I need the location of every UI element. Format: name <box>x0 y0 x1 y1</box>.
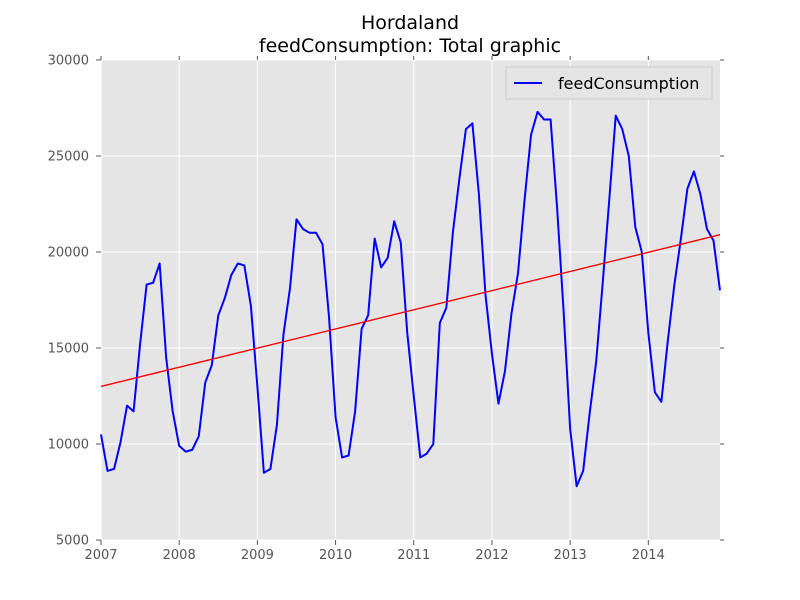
chart-title: Hordaland <box>360 12 460 34</box>
x-tick-label: 2009 <box>241 548 274 563</box>
y-tick-label: 20000 <box>48 246 89 261</box>
x-tick-label: 2007 <box>84 548 117 563</box>
x-tick-label: 2014 <box>632 548 665 563</box>
x-tick-label: 2010 <box>319 548 352 563</box>
x-tick-label: 2012 <box>475 548 508 563</box>
plot-area <box>101 60 720 540</box>
y-tick-label: 30000 <box>48 54 89 69</box>
x-tick-label: 2013 <box>554 548 587 563</box>
y-tick-label: 25000 <box>48 150 89 165</box>
series-line-feedconsumption <box>100 110 721 488</box>
x-tick-label: 2008 <box>163 548 196 563</box>
y-tick-label: 10000 <box>48 438 89 453</box>
y-tick-label: 5000 <box>56 534 89 549</box>
chart-subtitle: feedConsumption: Total graphic <box>258 35 562 57</box>
y-tick-label: 15000 <box>48 342 89 357</box>
legend-label-feedconsumption: feedConsumption <box>558 74 699 93</box>
trend-line <box>100 234 721 388</box>
x-tick-label: 2011 <box>397 548 430 563</box>
